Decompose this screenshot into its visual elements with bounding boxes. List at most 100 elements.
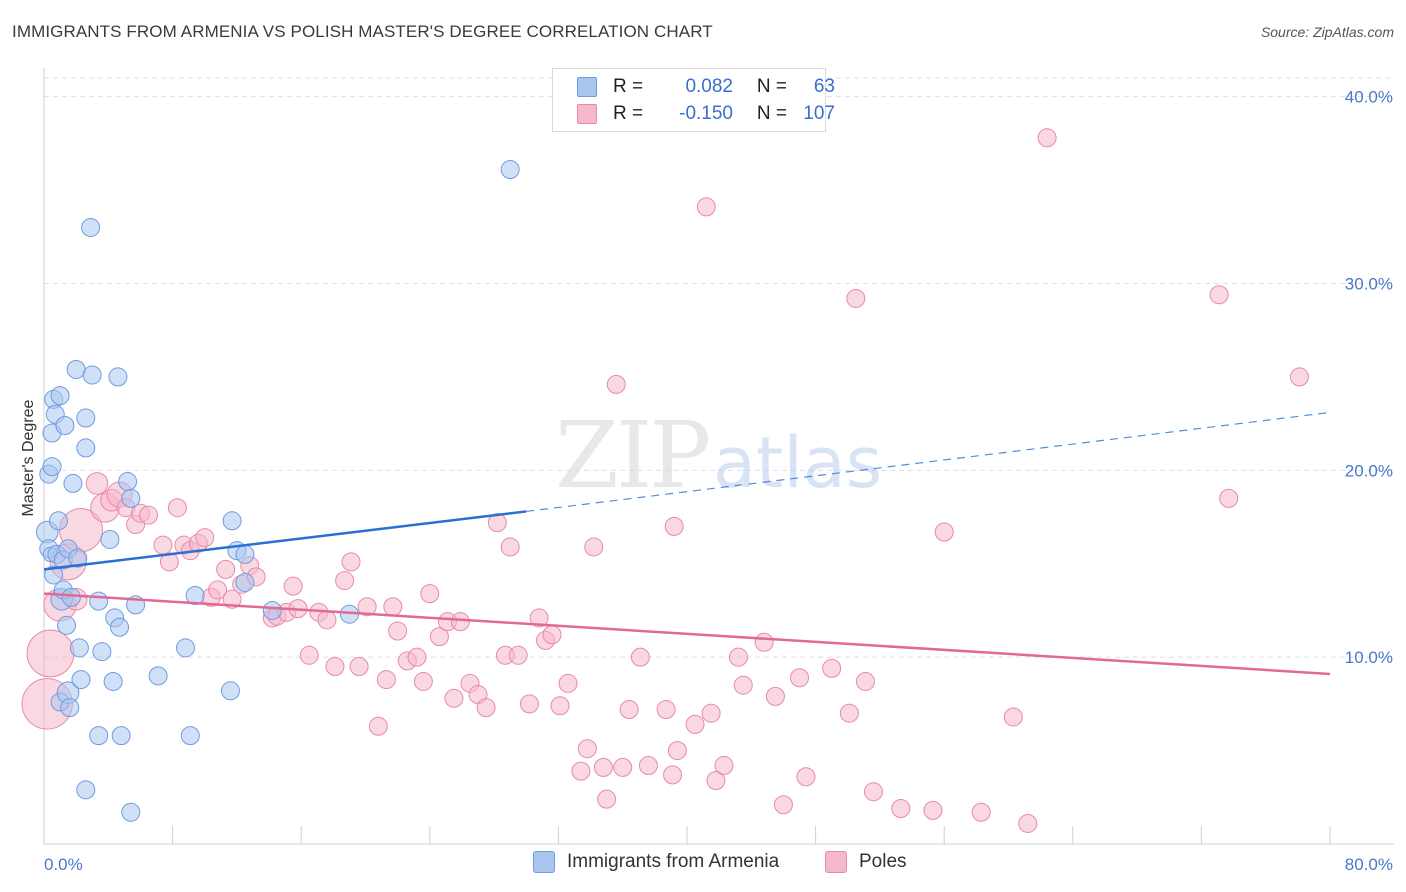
poles-point: [420, 584, 440, 604]
poles-point: [1003, 707, 1023, 727]
poles-point: [696, 197, 716, 217]
n-label: N =: [756, 76, 787, 97]
poles-point: [701, 703, 721, 723]
poles-point: [317, 610, 337, 630]
armenia-point: [103, 671, 123, 691]
poles-point: [529, 608, 549, 628]
r-label: R =: [613, 76, 644, 97]
armenia-trend-extension: [526, 411, 1331, 513]
poles-point: [619, 699, 639, 719]
armenia-point: [48, 511, 68, 531]
poles-point: [1037, 128, 1057, 148]
stats-legend: R = 0.082 N = 63 R = -0.150 N = 107: [552, 68, 835, 132]
armenia-point: [118, 472, 138, 492]
poles-point: [765, 686, 785, 706]
poles-point: [571, 761, 591, 781]
poles-point: [283, 576, 303, 596]
poles-points: [21, 128, 1309, 833]
y-tick-label: 30.0%: [1345, 275, 1393, 294]
poles-point: [476, 698, 496, 718]
armenia-point: [55, 416, 75, 436]
watermark-light: atlas: [713, 422, 882, 504]
poles-point: [299, 645, 319, 665]
poles-point: [593, 757, 613, 777]
armenia-point: [180, 726, 200, 746]
n-value: 107: [803, 103, 835, 124]
poles-point: [606, 374, 626, 394]
r-value: 0.082: [685, 76, 733, 97]
poles-point: [1219, 488, 1239, 508]
n-label: N =: [756, 103, 787, 124]
poles-point: [796, 767, 816, 787]
legend-row-poles: R = -0.150 N = 107: [577, 103, 835, 125]
poles-point: [429, 627, 449, 647]
pink-swatch-icon: [825, 851, 847, 873]
watermark-bold: ZIP: [555, 402, 708, 509]
armenia-point: [92, 642, 112, 662]
poles-point: [450, 612, 470, 632]
source-label: Source: ZipAtlas.com: [1260, 24, 1394, 40]
armenia-point: [185, 586, 205, 606]
poles-point: [208, 580, 228, 600]
armenia-point: [175, 638, 195, 658]
poles-point: [153, 535, 173, 555]
poles-trend-line: [43, 592, 1331, 676]
armenia-point: [89, 591, 109, 611]
armenia-point: [235, 572, 255, 592]
y-tick-label: 40.0%: [1345, 88, 1393, 107]
poles-point: [558, 673, 578, 693]
poles-point: [638, 756, 658, 776]
poles-point: [754, 632, 774, 652]
armenia-point: [222, 511, 242, 531]
armenia-point: [262, 600, 282, 620]
armenia-point: [500, 160, 520, 180]
poles-point: [519, 694, 539, 714]
poles-point: [1018, 813, 1038, 833]
poles-point: [167, 498, 187, 518]
poles-point: [714, 756, 734, 776]
armenia-point: [76, 408, 96, 428]
poles-point: [216, 559, 236, 579]
legend-item-poles[interactable]: Poles: [825, 851, 907, 873]
poles-point: [846, 288, 866, 308]
poles-point: [613, 757, 633, 777]
armenia-point: [110, 617, 130, 637]
armenia-point: [111, 726, 131, 746]
armenia-point: [42, 457, 62, 477]
r-value: -0.150: [679, 103, 733, 124]
armenia-point: [108, 367, 128, 387]
armenia-point: [71, 670, 91, 690]
pink-swatch-icon: [577, 104, 597, 124]
legend-label-poles: Poles: [859, 851, 907, 872]
series-legend: Immigrants from Armenia Poles: [0, 851, 1406, 877]
poles-point: [934, 522, 954, 542]
armenia-point: [76, 438, 96, 458]
legend-item-armenia[interactable]: Immigrants from Armenia: [533, 851, 779, 873]
poles-point: [159, 552, 179, 572]
poles-point: [487, 513, 507, 533]
poles-point: [855, 671, 875, 691]
poles-point: [663, 765, 683, 785]
poles-point: [542, 625, 562, 645]
armenia-point: [44, 565, 64, 585]
poles-point: [1209, 285, 1229, 305]
poles-point: [728, 647, 748, 667]
blue-swatch-icon: [577, 77, 597, 97]
poles-point: [773, 795, 793, 815]
poles-point: [1289, 367, 1309, 387]
poles-point: [706, 770, 726, 790]
armenia-point: [100, 529, 120, 549]
x-tick-min: 0.0%: [44, 855, 83, 874]
poles-point: [368, 716, 388, 736]
poles-point: [341, 552, 361, 572]
poles-point: [656, 699, 676, 719]
armenia-point: [68, 548, 88, 568]
legend-row-armenia: R = 0.082 N = 63: [577, 76, 835, 98]
armenia-point: [66, 359, 86, 379]
poles-point: [500, 537, 520, 557]
armenia-trend-line: [43, 510, 527, 571]
chart-title: IMMIGRANTS FROM ARMENIA VS POLISH MASTER…: [12, 22, 713, 41]
armenia-point: [121, 488, 141, 508]
armenia-point: [76, 780, 96, 800]
poles-point: [664, 516, 684, 536]
